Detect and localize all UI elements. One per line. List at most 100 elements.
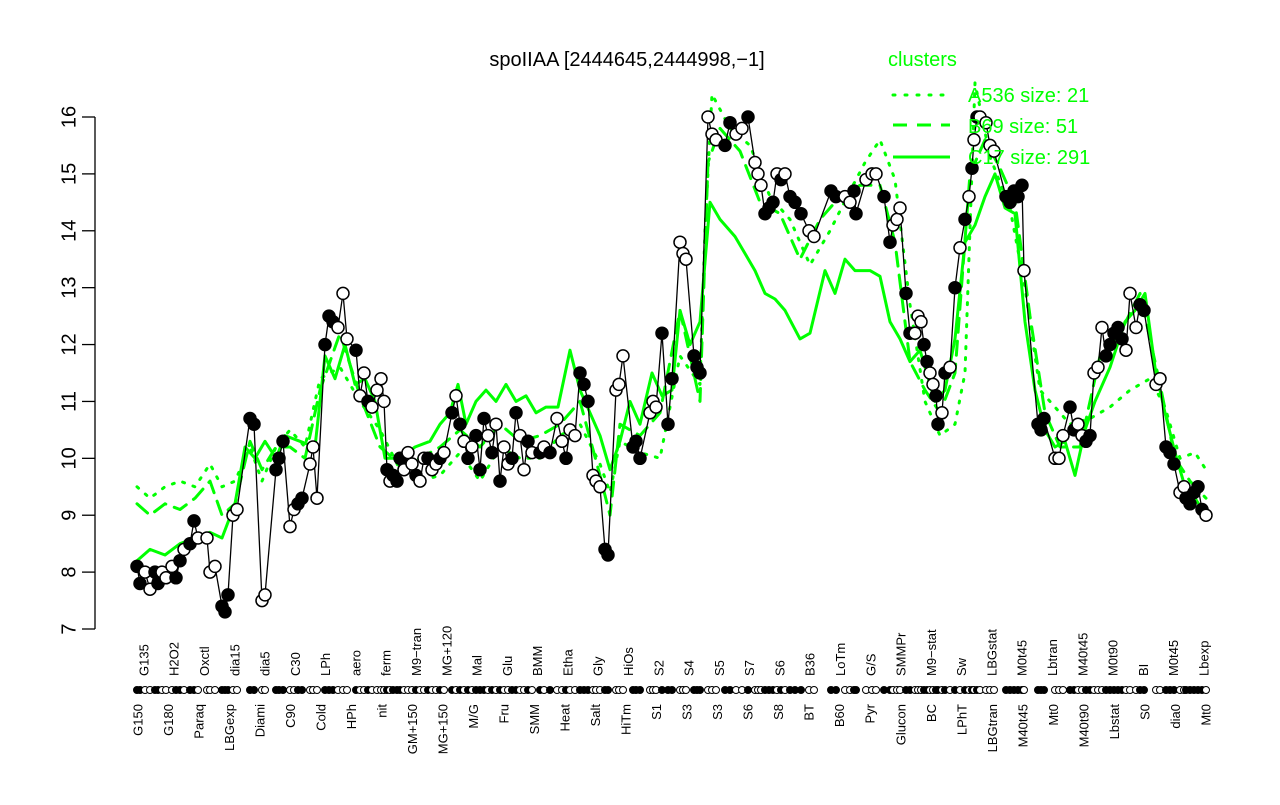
x-marker [1040, 686, 1048, 694]
x-tick-label-top: Sw [954, 657, 969, 676]
data-point [965, 161, 979, 175]
x-marker [668, 686, 676, 694]
data-point [655, 326, 669, 340]
data-point [807, 229, 821, 244]
x-tick-label-bottom: Mt0 [1046, 704, 1061, 726]
x-marker [990, 686, 998, 694]
y-tick-label: 13 [58, 277, 80, 299]
x-tick-label-bottom: M40t90 [1076, 704, 1091, 747]
data-point [877, 189, 891, 204]
data-point [741, 110, 755, 124]
x-tick-label-bottom: SMM [527, 704, 542, 734]
x-tick-label-bottom: BC [924, 704, 939, 722]
x-tick-label-bottom: Cold [314, 704, 329, 731]
data-point [303, 457, 317, 471]
data-point [340, 332, 354, 346]
data-point [509, 406, 523, 420]
x-axis: G135 H2O2 Oxctl dia15 dia5 C30 LPh aero ferm M9−t… [130, 626, 1213, 754]
legend-entry-a536: A536 size: 21 [968, 85, 1089, 107]
data-point [555, 434, 569, 449]
x-marker [546, 686, 554, 694]
data-point [612, 377, 626, 392]
data-point [1015, 178, 1029, 193]
x-tick-label-top: SMMPr [894, 632, 909, 676]
x-marker [528, 686, 536, 694]
x-marker [872, 686, 880, 694]
y-tick-label: 9 [58, 510, 80, 521]
data-point [890, 212, 904, 227]
x-marker [744, 686, 752, 694]
x-tick-label-top: M0t45 [1166, 640, 1181, 676]
x-tick-label-bottom: S8 [771, 704, 786, 720]
data-point [493, 474, 507, 488]
x-marker [233, 686, 241, 694]
x-tick-label-top: S7 [742, 660, 757, 676]
x-tick-label-bottom: nit [375, 704, 390, 718]
x-tick-label-bottom: S3 [710, 704, 725, 720]
x-marker [440, 686, 448, 694]
data-point [1017, 263, 1031, 278]
x-tick-label-bottom: B60 [832, 704, 847, 727]
x-marker [1020, 686, 1028, 694]
data-point [751, 167, 765, 181]
data-point [477, 411, 491, 426]
data-point [1083, 428, 1097, 443]
x-tick-label-top: M9−stat [924, 629, 939, 676]
data-point [778, 167, 792, 181]
x-tick-label-top: Etha [560, 648, 575, 676]
data-point [1056, 428, 1070, 443]
data-point [943, 360, 957, 375]
data-point [377, 394, 391, 409]
x-tick-label-bottom: LBGtran [985, 704, 1000, 752]
data-point [693, 366, 707, 380]
data-point [967, 133, 981, 147]
x-tick-label-top: LBGstat [984, 629, 999, 676]
data-point [958, 212, 972, 227]
data-point [1123, 286, 1137, 301]
data-point [445, 406, 459, 420]
legend: clusters A536 size: 21 B69 size: 51 C17 … [888, 49, 1090, 169]
x-marker [810, 686, 818, 694]
data-point [581, 394, 595, 409]
data-point [917, 337, 931, 352]
data-point [718, 138, 732, 153]
data-point [295, 491, 309, 505]
x-tick-label-top: S6 [772, 660, 787, 676]
data-point [365, 400, 379, 414]
data-point [687, 349, 701, 363]
data-point [1034, 423, 1048, 437]
data-point [1103, 337, 1117, 352]
data-point [390, 474, 404, 488]
x-tick-label-top: M0t45 [1015, 640, 1030, 676]
data-point [649, 400, 663, 414]
data-point [497, 440, 511, 454]
data-point [258, 588, 272, 602]
x-marker [619, 686, 627, 694]
x-tick-label-top: MG+120 [439, 626, 454, 676]
data-point [481, 428, 495, 443]
x-tick-label-bottom: S3 [680, 704, 695, 720]
data-point [550, 411, 564, 426]
x-tick-label-bottom: LPhT [954, 704, 969, 735]
expression-line [136, 114, 1207, 614]
data-point [593, 480, 607, 494]
data-point [633, 451, 647, 466]
data-point [754, 178, 768, 193]
x-tick-label-top: Lbexp [1196, 641, 1211, 676]
data-point [218, 605, 232, 619]
y-tick-label: 8 [58, 567, 80, 578]
data-point [926, 377, 940, 392]
data-point [1115, 332, 1129, 346]
x-marker [696, 686, 704, 694]
data-point [1091, 360, 1105, 375]
x-tick-label-top: S4 [682, 660, 697, 676]
x-tick-label-top: ferm [379, 650, 394, 676]
x-tick-label-bottom: Diami [253, 704, 268, 737]
data-point [766, 195, 780, 210]
x-tick-label-top: S2 [651, 660, 666, 676]
x-tick-label-top: Mal [470, 655, 485, 676]
data-point [723, 115, 737, 130]
data-point [473, 462, 487, 477]
data-point [269, 462, 283, 477]
